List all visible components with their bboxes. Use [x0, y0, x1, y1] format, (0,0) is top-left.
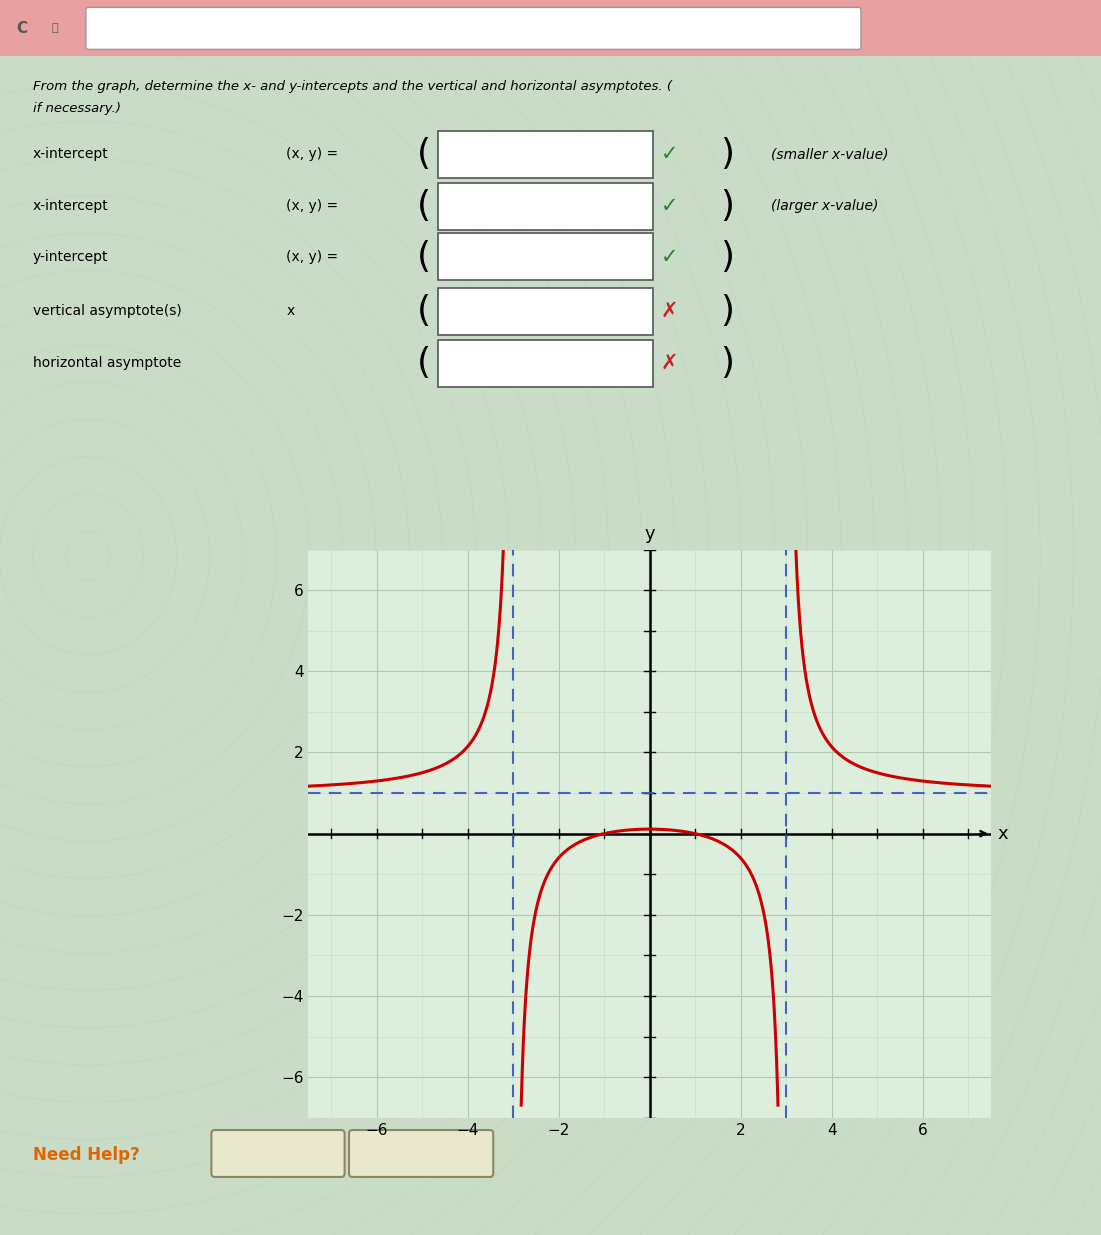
Text: −1,0: −1,0: [527, 147, 564, 162]
Text: 🔒: 🔒: [52, 23, 58, 33]
Text: x-intercept: x-intercept: [33, 199, 109, 214]
Text: x: x: [998, 825, 1009, 842]
Text: (x, y) =: (x, y) =: [286, 199, 338, 214]
Text: ): ): [720, 240, 733, 274]
Text: ): ): [720, 137, 733, 172]
Text: C: C: [17, 21, 28, 36]
Text: Watch It: Watch It: [393, 1146, 449, 1161]
Text: (: (: [417, 240, 430, 274]
Text: (larger x-value): (larger x-value): [771, 199, 879, 214]
Bar: [438, 233, 653, 280]
Text: if necessary.): if necessary.): [33, 103, 121, 115]
Text: horizontal asymptote: horizontal asymptote: [33, 356, 182, 370]
Text: x-intercept: x-intercept: [33, 147, 109, 162]
Text: ✗: ✗: [661, 353, 678, 373]
Text: ✓: ✓: [661, 247, 678, 267]
Text: ): ): [720, 189, 733, 224]
Bar: [438, 288, 653, 335]
Bar: [438, 183, 653, 230]
Text: (x, y) =: (x, y) =: [286, 249, 338, 264]
Text: (x, y) =: (x, y) =: [286, 147, 338, 162]
Text: vertical asymptote(s): vertical asymptote(s): [33, 304, 182, 319]
Text: ): ): [720, 346, 733, 380]
Text: (: (: [417, 294, 430, 329]
Text: ✓: ✓: [661, 144, 678, 164]
Text: |: |: [543, 356, 548, 370]
FancyBboxPatch shape: [86, 7, 861, 49]
Text: 0,0.1: 0,0.1: [526, 249, 565, 264]
Text: x: x: [286, 304, 294, 319]
Text: Read It: Read It: [253, 1146, 303, 1161]
Bar: [438, 340, 653, 387]
Text: (: (: [417, 346, 430, 380]
Text: ✗: ✗: [661, 301, 678, 321]
FancyBboxPatch shape: [211, 1130, 345, 1177]
Text: y: y: [644, 525, 655, 543]
Bar: [438, 131, 653, 178]
Text: Need Help?: Need Help?: [33, 1146, 140, 1163]
Bar: [0, 0, 1101, 56]
Text: ✓: ✓: [661, 196, 678, 216]
Text: (: (: [417, 137, 430, 172]
Text: 1,0: 1,0: [534, 199, 557, 214]
Text: (: (: [417, 189, 430, 224]
Text: (smaller x-value): (smaller x-value): [771, 147, 889, 162]
Text: From the graph, determine the x- and y-intercepts and the vertical and horizonta: From the graph, determine the x- and y-i…: [33, 80, 672, 93]
Text: https://www.webassig...: https://www.webassig...: [407, 23, 539, 33]
FancyBboxPatch shape: [349, 1130, 493, 1177]
Text: y-intercept: y-intercept: [33, 249, 109, 264]
Text: ): ): [720, 294, 733, 329]
